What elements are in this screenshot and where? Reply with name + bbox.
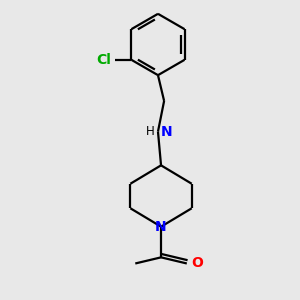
Text: Cl: Cl — [96, 53, 111, 67]
Text: N: N — [160, 124, 172, 139]
Text: O: O — [191, 256, 203, 271]
Text: H: H — [146, 125, 154, 138]
Text: N: N — [155, 220, 167, 234]
